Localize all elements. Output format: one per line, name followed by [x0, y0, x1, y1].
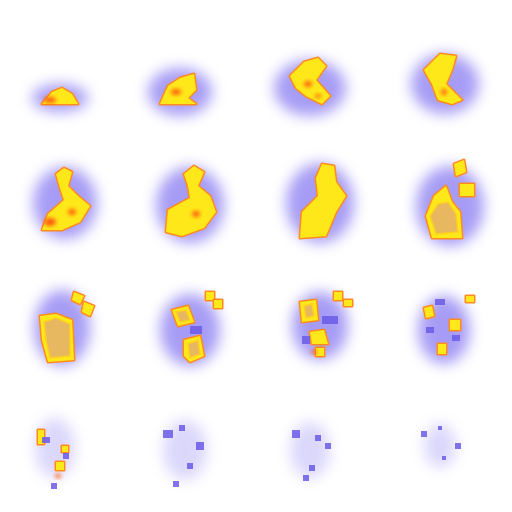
frame — [421, 424, 461, 468]
flame — [166, 166, 216, 236]
flame — [42, 168, 90, 230]
speck — [302, 336, 310, 344]
frame — [163, 420, 207, 487]
ember — [174, 309, 192, 323]
flame — [56, 462, 64, 470]
hot-spot — [171, 89, 181, 95]
flame — [310, 330, 328, 344]
flame — [454, 160, 466, 176]
ember — [43, 317, 71, 359]
flame — [160, 74, 196, 104]
frame — [416, 158, 484, 246]
glow — [424, 424, 456, 468]
hot-spot — [68, 209, 76, 215]
speck — [190, 326, 202, 334]
speck — [438, 426, 442, 430]
flame — [316, 348, 324, 356]
flame — [214, 300, 222, 308]
speck — [163, 430, 173, 438]
frame — [33, 166, 97, 239]
speck — [322, 316, 338, 324]
hot-spot — [315, 94, 321, 98]
speck — [435, 299, 445, 305]
frame — [418, 294, 476, 364]
speck — [325, 443, 331, 449]
speck — [173, 481, 179, 487]
speck — [196, 442, 204, 450]
ember — [187, 338, 201, 360]
hot-spot — [55, 474, 61, 478]
flame — [62, 446, 68, 452]
frame — [274, 56, 346, 116]
frame — [292, 290, 354, 360]
flame — [466, 296, 474, 302]
hot-spot — [304, 81, 312, 87]
speck — [309, 465, 315, 471]
flame — [460, 184, 474, 196]
speck — [421, 431, 427, 437]
speck — [452, 335, 460, 341]
speck — [426, 327, 434, 333]
speck — [292, 430, 300, 438]
flame — [300, 164, 346, 238]
flame — [334, 292, 342, 300]
frame — [290, 422, 331, 481]
speck — [303, 475, 309, 481]
flame — [424, 306, 434, 318]
speck — [187, 463, 193, 469]
speck — [179, 425, 185, 431]
frame — [286, 162, 354, 243]
frame — [160, 290, 224, 366]
flame — [424, 54, 462, 104]
speck — [63, 453, 69, 459]
flame — [206, 292, 214, 300]
ember — [303, 303, 315, 319]
hot-spot — [44, 218, 56, 226]
frame — [156, 164, 224, 243]
hot-spot — [192, 211, 200, 217]
hot-spot — [44, 97, 56, 103]
frame — [34, 290, 96, 366]
flame — [290, 58, 330, 104]
speck — [442, 456, 446, 460]
frame — [411, 52, 479, 114]
flame — [344, 300, 352, 306]
speck — [455, 443, 461, 449]
frame — [32, 84, 88, 112]
speck — [315, 435, 321, 441]
glow — [163, 420, 207, 480]
speck — [51, 483, 57, 489]
frame — [35, 418, 75, 489]
flame — [72, 292, 84, 304]
hot-spot — [311, 350, 317, 354]
flame — [82, 302, 94, 316]
frame — [148, 68, 212, 116]
flame — [450, 320, 460, 330]
speck — [42, 437, 50, 443]
hot-spot — [441, 89, 447, 95]
flame — [438, 344, 446, 354]
ember — [429, 201, 459, 235]
